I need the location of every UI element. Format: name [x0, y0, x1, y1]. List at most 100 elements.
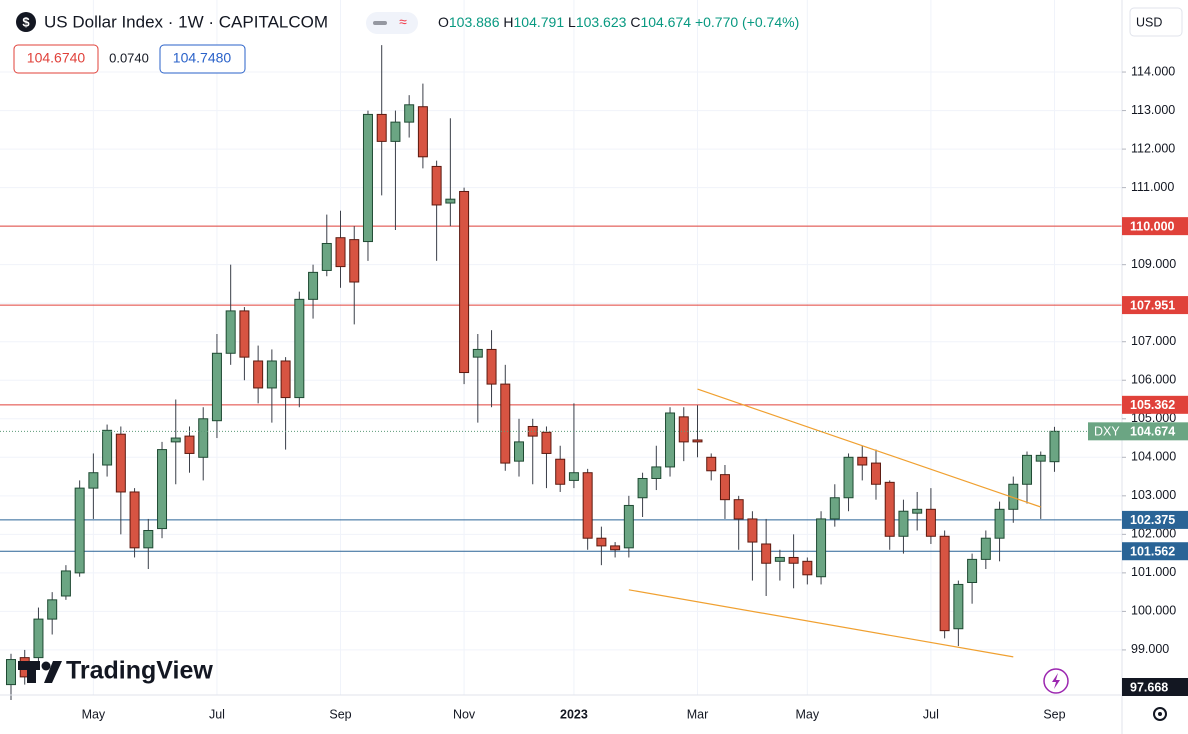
candle-body — [472, 348, 483, 358]
y-tick-label: 106.000 — [1131, 373, 1176, 387]
level-label: 102.375 — [1130, 513, 1175, 527]
ohlc-part: (+0.74%) — [742, 14, 799, 30]
level-label: 107.951 — [1130, 298, 1175, 312]
candle-body — [623, 504, 634, 549]
candle-body — [706, 456, 717, 472]
ohlc-part: O — [438, 14, 449, 30]
candle-body — [1035, 454, 1046, 462]
candle-body — [60, 570, 71, 597]
candle-body — [637, 477, 648, 499]
candle-body — [376, 113, 387, 142]
low-marker-label: 97.668 — [1130, 680, 1168, 694]
ask: 104.7480 — [173, 50, 232, 66]
trendline — [697, 388, 1041, 508]
candle-body — [225, 310, 236, 354]
candle-body — [321, 242, 332, 271]
candle-body — [184, 435, 195, 454]
candle-body — [939, 535, 950, 632]
y-tick-label: 109.000 — [1131, 257, 1176, 271]
y-tick-label: 112.000 — [1131, 141, 1175, 155]
y-tick-label: 103.000 — [1131, 488, 1176, 502]
settings-icon — [1158, 712, 1162, 716]
candle-body — [404, 104, 415, 123]
pill-icon — [373, 21, 387, 25]
candle-body — [170, 437, 181, 443]
candle-body — [651, 466, 662, 479]
x-tick-label: Jul — [923, 707, 939, 721]
candle-body — [527, 425, 538, 437]
candle-body — [1008, 483, 1019, 510]
candle-body — [33, 618, 44, 659]
ohlc-part: 103.886 — [449, 14, 500, 30]
candle-body — [912, 508, 923, 514]
y-tick-label: 113.000 — [1131, 103, 1175, 117]
currency-button[interactable] — [1129, 7, 1183, 37]
ohlc-part: C — [630, 14, 640, 30]
candle-body — [349, 239, 360, 283]
candle-body — [816, 518, 827, 578]
ohlc-part: 103.623 — [576, 14, 627, 30]
ohlc-header: O103.886 H104.791 L103.623 C104.674 +0.7… — [438, 14, 799, 30]
candle-body — [459, 190, 470, 374]
candle-body — [280, 360, 291, 399]
candle-body — [308, 271, 319, 300]
x-tick-label: Sep — [1043, 707, 1065, 721]
symbol-icon — [16, 12, 36, 32]
watermark-logo — [18, 661, 62, 683]
candle-body — [74, 487, 85, 574]
candle-body — [925, 508, 936, 537]
candle-body — [953, 583, 964, 630]
y-tick-label: 114.000 — [1131, 64, 1175, 78]
candle-body — [198, 418, 209, 458]
bid-box[interactable] — [13, 44, 99, 74]
candle-body — [994, 508, 1005, 539]
candle-body — [967, 558, 978, 584]
ask-box[interactable] — [159, 44, 246, 74]
candle-body — [1049, 430, 1060, 463]
chart-title: US Dollar Index · 1W · CAPITALCOM — [44, 12, 328, 31]
symbol-icon-glyph: $ — [22, 14, 30, 29]
y-tick-label: 102.000 — [1131, 527, 1176, 541]
candle-body — [870, 462, 881, 485]
indicator-pill[interactable] — [366, 12, 418, 34]
ohlc-part: 104.791 — [514, 14, 565, 30]
candle-body — [829, 497, 840, 520]
x-tick-label: 2023 — [560, 707, 588, 721]
candle-body — [610, 545, 621, 551]
candle-body — [253, 360, 264, 389]
y-tick-label: 111.000 — [1131, 180, 1174, 194]
symbol-label-bg — [1088, 422, 1122, 441]
candle-body — [1022, 454, 1033, 485]
candle-body — [5, 659, 16, 686]
x-tick-label: May — [796, 707, 820, 721]
settings-button[interactable] — [1153, 707, 1167, 721]
candle-body — [266, 360, 277, 389]
x-tick-label: Jul — [209, 707, 225, 721]
candle-body — [102, 429, 113, 466]
candle-body — [514, 441, 525, 462]
logo-part — [27, 661, 36, 683]
candle-body — [733, 499, 744, 520]
candle-body — [692, 439, 703, 443]
candle-body — [390, 121, 401, 142]
currency: USD — [1136, 15, 1162, 29]
last-price-bg — [1122, 422, 1188, 441]
news-icon — [1052, 673, 1060, 689]
candle-body — [115, 433, 126, 493]
candle-body — [362, 113, 373, 243]
level-label-bg — [1122, 217, 1188, 236]
trendline — [628, 589, 1014, 658]
candle-body — [335, 237, 346, 268]
level-label-bg — [1122, 510, 1188, 529]
candle-body — [445, 198, 456, 204]
pill-icon: ≈ — [399, 14, 407, 30]
candle-body — [143, 529, 154, 549]
spread: 0.0740 — [109, 50, 149, 65]
level-label-bg — [1122, 296, 1188, 315]
x-tick-label: Mar — [687, 707, 709, 721]
level-label: 101.562 — [1130, 545, 1175, 559]
bid: 104.6740 — [27, 50, 86, 66]
candle-body — [582, 472, 593, 539]
candle-body — [761, 543, 772, 564]
